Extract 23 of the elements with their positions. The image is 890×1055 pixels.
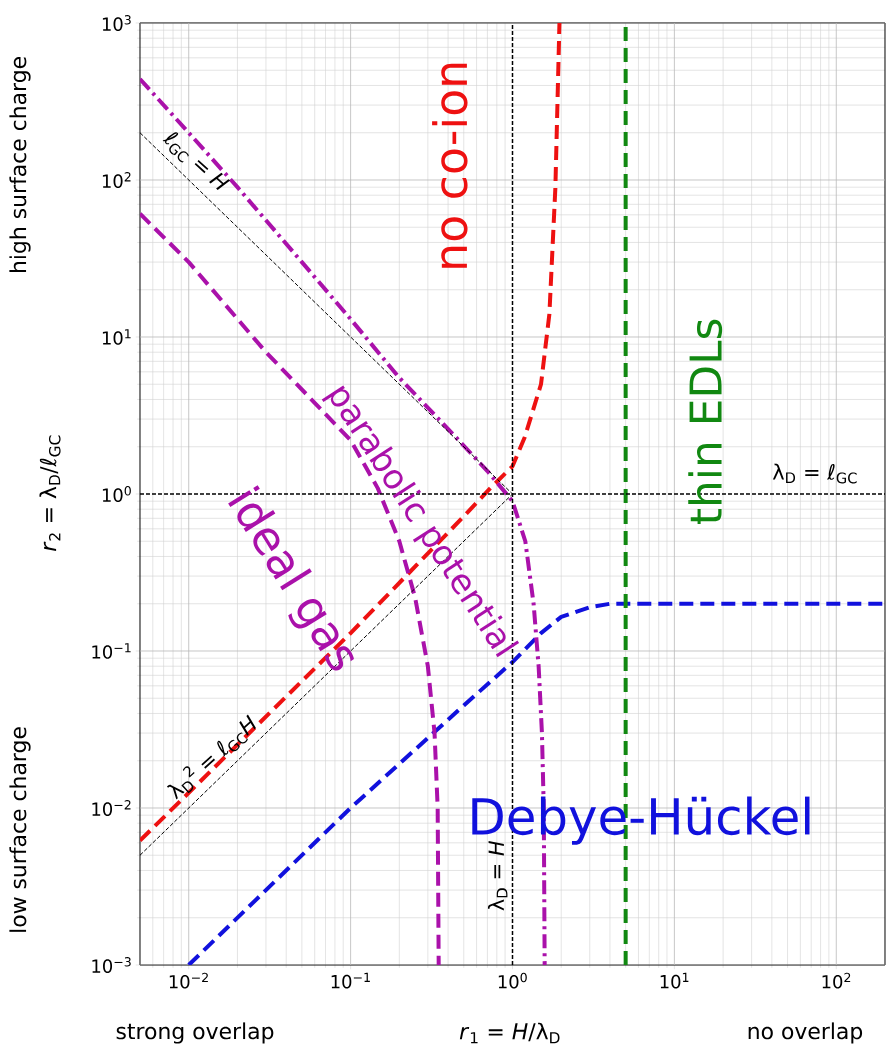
x-tick-label: 10$^{2}$ (822, 972, 851, 989)
text: low surface charge (9, 727, 31, 932)
text: thin EDLs (688, 319, 723, 525)
y-tick-label: 10$^{3}$ (102, 15, 131, 31)
y-tick-label: 10$^{1}$ (102, 329, 131, 345)
x-tick-label: 10$^{−1}$ (331, 972, 370, 989)
y-axis-title: r$_{2}$ = λ$_{D}$/ℓ$_{GC}$ (39, 435, 61, 551)
x-tick-label: 10$^{1}$ (660, 972, 689, 989)
series-label: λ$_{D}$ = ℓ$_{GC}$ (772, 463, 857, 484)
y-tick-label: 10$^{0}$ (102, 486, 131, 502)
x-tick-label: 10$^{0}$ (498, 972, 527, 989)
y-tick-label: 10$^{−3}$ (92, 957, 131, 973)
y-tick-label: 10$^{−2}$ (92, 800, 131, 816)
text: no co-ion (432, 63, 468, 268)
text: λ$_{D}$$^{2}$ = ℓ$_{GC}$H (166, 714, 256, 800)
y-tick-label: 10$^{2}$ (102, 172, 131, 188)
y-tick-label: 10$^{−1}$ (92, 643, 131, 659)
x-axis-title: r$_{1}$ = H/λ$_{D}$ (459, 1022, 560, 1044)
text: high surface charge (9, 57, 31, 273)
x-tick-label: 10$^{−2}$ (169, 972, 208, 989)
text: strong overlap (116, 1022, 274, 1044)
text: no overlap (748, 1022, 863, 1044)
text: ℓ$_{GC}$ = H (162, 132, 231, 190)
